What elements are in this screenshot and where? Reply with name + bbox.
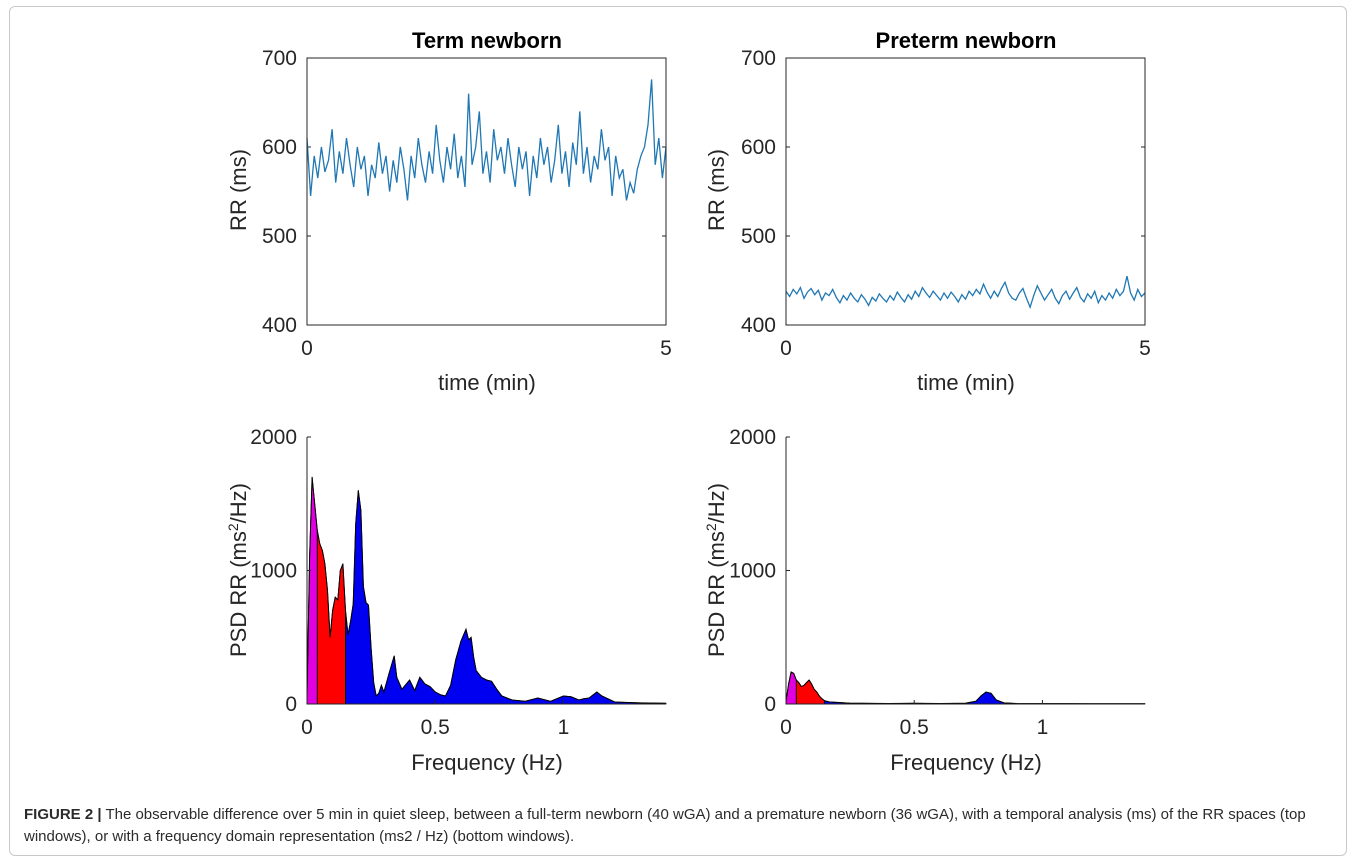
ticks-group: 0 5 400 500 600 700 <box>262 47 672 360</box>
y-tick-label: 1000 <box>729 560 776 583</box>
figure-frame <box>9 6 1347 856</box>
y-tick-label: 400 <box>741 314 776 337</box>
psd-band-lf <box>316 530 346 705</box>
caption-label: FIGURE 2 | <box>24 806 102 823</box>
psd-outline <box>306 477 667 704</box>
y-tick-label: 500 <box>741 225 776 248</box>
x-axis-label: Frequency (Hz) <box>890 750 1042 775</box>
y-tick-label: 700 <box>741 47 776 70</box>
y-tick-label: 400 <box>262 314 297 337</box>
y-axis-label: RR (ms) <box>704 149 729 231</box>
x-tick-label: 0 <box>780 337 792 360</box>
x-tick-label: 0.5 <box>900 716 929 739</box>
ticks-group: 0 5 400 500 600 700 <box>741 47 1151 360</box>
y-tick-label: 0 <box>764 693 776 716</box>
x-tick-label: 0 <box>780 716 792 739</box>
y-tick-label: 600 <box>262 136 297 159</box>
y-tick-label: 700 <box>262 47 297 70</box>
panel-title: Term newborn <box>412 28 562 53</box>
x-tick-label: 0.5 <box>421 716 450 739</box>
axes-lines <box>306 437 666 705</box>
panel-preterm-rr: Preterm newborn RR (ms) time (min) 0 5 400… <box>704 28 1151 395</box>
y-axis-label: PSD RR (ms2/Hz) <box>703 483 729 657</box>
x-tick-label: 1 <box>558 716 570 739</box>
x-tick-label: 5 <box>1139 337 1151 360</box>
x-axis-label: time (min) <box>438 370 536 395</box>
y-tick-label: 2000 <box>250 426 297 449</box>
psd-outline <box>785 671 1145 705</box>
plot-area <box>785 671 1146 705</box>
ticks-group: 0 0.5 1 0 1000 2000 <box>250 426 569 739</box>
x-axis-label: time (min) <box>917 370 1015 395</box>
panel-term-rr: Term newborn RR (ms) time (min) 0 5 400 500… <box>226 28 672 395</box>
y-axis-label: RR (ms) <box>226 149 251 231</box>
y-tick-label: 600 <box>741 136 776 159</box>
panel-title: Preterm newborn <box>876 28 1057 53</box>
x-tick-label: 0 <box>301 337 313 360</box>
y-tick-label: 1000 <box>250 560 297 583</box>
x-tick-label: 0 <box>301 716 313 739</box>
axes-lines <box>785 437 1145 705</box>
rr-series-line <box>785 275 1146 310</box>
x-tick-label: 1 <box>1037 716 1049 739</box>
y-tick-label: 0 <box>285 693 297 716</box>
panel-term-psd: PSD RR (ms2/Hz) Frequency (Hz) 0 0.5 1 0 100… <box>225 426 667 775</box>
psd-band-lf <box>795 679 825 705</box>
caption-text: The observable difference over 5 min in … <box>24 806 1306 845</box>
psd-band-hf <box>824 691 1146 705</box>
plot-area <box>306 79 667 201</box>
ticks-group: 0 0.5 1 0 1000 2000 <box>729 426 1048 739</box>
x-tick-label: 5 <box>660 337 672 360</box>
panel-preterm-psd: PSD RR (ms2/Hz) Frequency (Hz) 0 0.5 1 0 100… <box>703 426 1146 775</box>
plot-area <box>785 275 1146 310</box>
rr-series-line <box>306 79 667 201</box>
y-axis-label: PSD RR (ms2/Hz) <box>225 483 251 657</box>
axes-box <box>306 57 667 326</box>
figure-caption: FIGURE 2 | The observable difference ove… <box>24 804 1324 848</box>
figure-panels: Term newborn RR (ms) time (min) 0 5400500… <box>225 28 1151 775</box>
x-axis-label: Frequency (Hz) <box>411 750 563 775</box>
y-tick-label: 2000 <box>729 426 776 449</box>
y-tick-label: 500 <box>262 225 297 248</box>
plot-area <box>306 476 667 705</box>
psd-band-hf <box>345 490 667 705</box>
axes-box <box>785 57 1146 326</box>
